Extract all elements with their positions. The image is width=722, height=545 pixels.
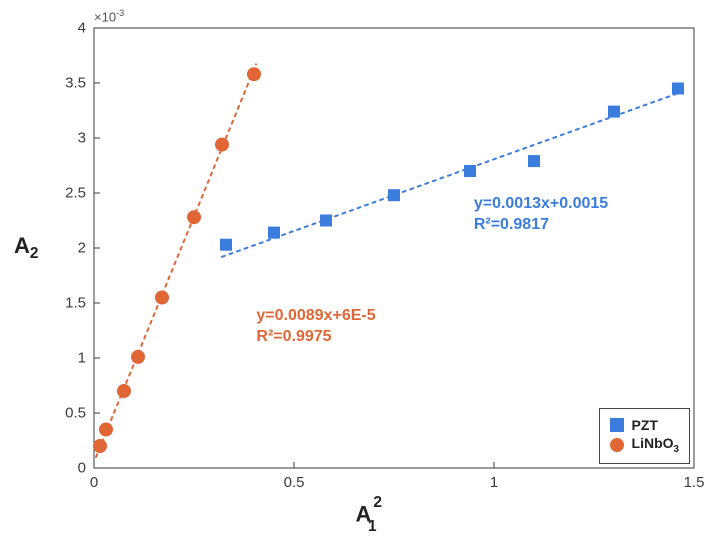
legend-label: PZT — [632, 417, 658, 433]
x-tick-label: 1.5 — [684, 474, 705, 491]
y-axis-title: A2 — [14, 233, 38, 263]
legend-item: PZT — [610, 417, 679, 433]
legend-swatch-square — [610, 418, 624, 432]
legend-swatch-circle — [610, 438, 624, 452]
y-tick-label: 2 — [78, 240, 86, 257]
y-tick-label: 4 — [78, 20, 86, 37]
y-tick-label: 2.5 — [65, 185, 86, 202]
y-tick-label: 3.5 — [65, 75, 86, 92]
x-tick-label: 0 — [90, 474, 98, 491]
legend-item: LiNbO3 — [610, 435, 679, 455]
fit-annotation: y=0.0013x+0.0015 R²=0.9817 — [474, 194, 608, 236]
y-exponent-label: ×10-3 — [94, 8, 124, 24]
fit-annotation: y=0.0089x+6E-5 R²=0.9975 — [256, 306, 375, 348]
y-tick-label: 3 — [78, 130, 86, 147]
x-tick-label: 0.5 — [284, 474, 305, 491]
legend-label: LiNbO3 — [632, 435, 679, 455]
x-axis-title: A21 — [355, 500, 388, 532]
y-tick-label: 0.5 — [65, 405, 86, 422]
legend: PZT LiNbO3 — [599, 408, 690, 464]
y-tick-label: 1.5 — [65, 295, 86, 312]
y-tick-label: 0 — [78, 460, 86, 477]
y-tick-label: 1 — [78, 350, 86, 367]
scatter-chart: ×10-3 A2 A21 y=0.0013x+0.0015 R²=0.9817 y… — [0, 0, 722, 540]
x-tick-label: 1 — [490, 474, 498, 491]
